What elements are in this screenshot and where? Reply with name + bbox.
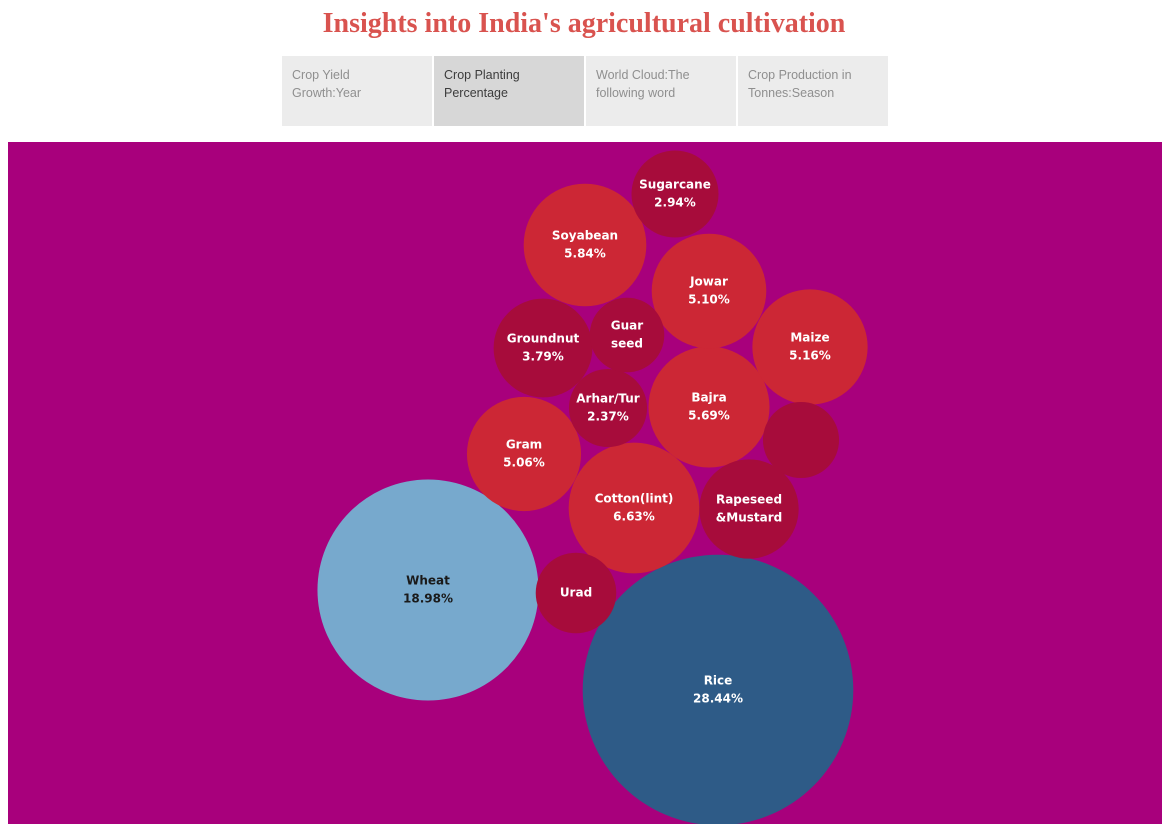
bubble-name-label: Rapeseed (716, 493, 782, 507)
bubble-soyabean[interactable]: Soyabean 5.84% (523, 183, 647, 307)
bubble-jowar[interactable]: Jowar 5.10% (651, 233, 767, 349)
bubble-circle[interactable] (317, 479, 539, 701)
bubble-wheat[interactable]: Wheat 18.98% (317, 479, 539, 701)
bubble-value-label: 5.69% (688, 409, 730, 423)
bubble-circle[interactable] (752, 289, 868, 405)
bubble-value-label: 2.37% (587, 410, 629, 424)
bubble-circle[interactable] (568, 442, 700, 574)
bubble-circle[interactable] (648, 346, 770, 468)
bubble-name-label: Bajra (691, 391, 726, 405)
bubble-name-label: Groundnut (507, 332, 580, 346)
tab-bar: Crop Yield Growth:Year Crop Planting Per… (282, 56, 890, 126)
tab-crop-yield-growth[interactable]: Crop Yield Growth:Year (282, 56, 432, 126)
bubble-name-label: Sugarcane (639, 178, 711, 192)
bubble-chart-area: Rice 28.44% Wheat 18.98% Cotton(lint) 6.63% So… (8, 142, 1162, 824)
bubble-urad[interactable]: Urad (535, 552, 617, 634)
bubble-value-label: 6.63% (613, 510, 655, 524)
bubble-value-label: 5.06% (503, 456, 545, 470)
page-title: Insights into India's agricultural culti… (322, 8, 846, 39)
bubble-circle[interactable] (762, 401, 840, 479)
bubble-gram[interactable]: Gram 5.06% (466, 396, 582, 512)
bubble-rice[interactable]: Rice 28.44% (582, 554, 854, 824)
bubble-chart: Rice 28.44% Wheat 18.98% Cotton(lint) 6.63% So… (317, 150, 868, 824)
bubble-name-label: &Mustard (716, 511, 782, 525)
bubble-name-label: seed (611, 337, 643, 351)
bubble-circle[interactable] (523, 183, 647, 307)
bubble-value-label: 2.94% (654, 196, 696, 210)
bubble-name-label: Guar (611, 319, 643, 333)
bubble-guar-seed[interactable]: Guar seed (589, 297, 665, 373)
bubble-name-label: Urad (560, 586, 592, 600)
bubble-name-label: Cotton(lint) (595, 492, 674, 506)
bubble-value-label: 28.44% (693, 692, 743, 706)
tab-crop-planting-percentage[interactable]: Crop Planting Percentage (434, 56, 584, 126)
bubble-name-label: Arhar/Tur (576, 392, 640, 406)
bubble-value-label: 5.16% (789, 349, 831, 363)
bubble-circle[interactable] (582, 554, 854, 824)
bubble-bajra[interactable]: Bajra 5.69% (648, 346, 770, 468)
bubble-value-label: 3.79% (522, 350, 564, 364)
bubble-circle[interactable] (589, 297, 665, 373)
bubble-rapeseed-mustard[interactable]: Rapeseed&Mustard (699, 459, 799, 559)
bubble-unlabeled[interactable] (762, 401, 840, 479)
bubble-circle[interactable] (535, 552, 617, 634)
tab-world-cloud[interactable]: World Cloud:The following word (586, 56, 736, 126)
bubble-circle[interactable] (699, 459, 799, 559)
bubble-sugarcane[interactable]: Sugarcane 2.94% (631, 150, 719, 238)
bubble-circle[interactable] (466, 396, 582, 512)
bubble-circle[interactable] (631, 150, 719, 238)
bubble-cotton-lint[interactable]: Cotton(lint) 6.63% (568, 442, 700, 574)
tab-crop-production-season[interactable]: Crop Production in Tonnes:Season (738, 56, 888, 126)
bubble-value-label: 5.84% (564, 247, 606, 261)
bubble-name-label: Rice (704, 674, 733, 688)
bubble-name-label: Gram (506, 438, 542, 452)
bubble-value-label: 5.10% (688, 293, 730, 307)
bubble-name-label: Soyabean (552, 229, 618, 243)
bubble-name-label: Maize (790, 331, 829, 345)
bubble-arhar-tur[interactable]: Arhar/Tur 2.37% (568, 368, 648, 448)
bubble-groundnut[interactable]: Groundnut 3.79% (493, 298, 593, 398)
bubble-name-label: Wheat (406, 574, 450, 588)
bubble-maize[interactable]: Maize 5.16% (752, 289, 868, 405)
bubble-name-label: Jowar (689, 275, 728, 289)
bubble-circle[interactable] (493, 298, 593, 398)
bubble-circle[interactable] (651, 233, 767, 349)
bubble-circle[interactable] (568, 368, 648, 448)
bubble-value-label: 18.98% (403, 592, 453, 606)
